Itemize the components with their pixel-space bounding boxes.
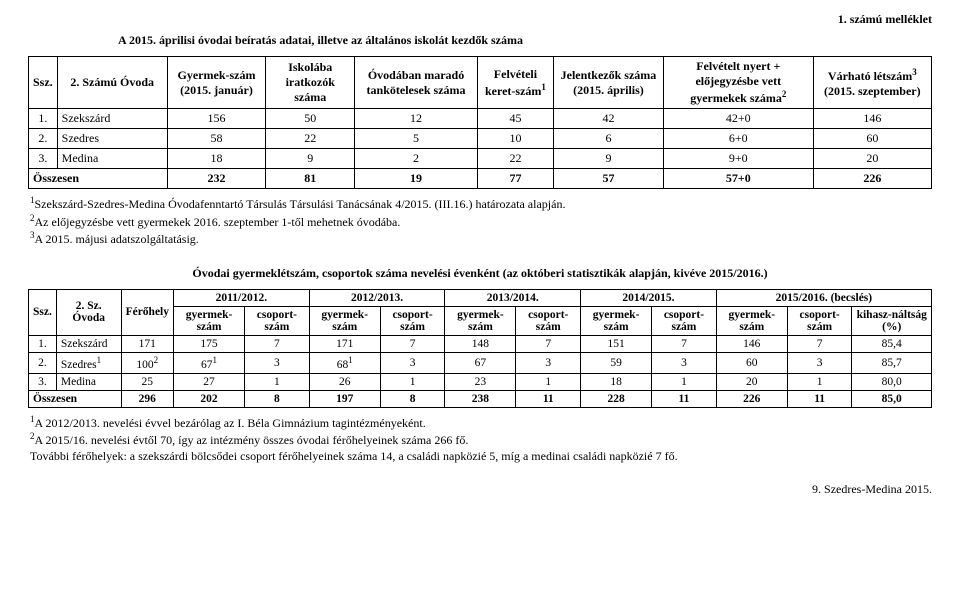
page-footer: 9. Szedres-Medina 2015. (28, 482, 932, 497)
th-gyermek: Gyermek-szám (2015. január) (167, 57, 266, 109)
table-row: 2.Szedres110026713681367359360385,7 (29, 352, 932, 373)
footnotes-1: 1Szekszárd-Szedres-Medina Óvodafenntartó… (30, 195, 932, 248)
th2-ovoda: 2. Sz. Óvoda (56, 289, 121, 335)
th2-ferohely: Férőhely (121, 289, 173, 335)
th2-gy: gyermek-szám (174, 306, 245, 335)
th2-y5: 2015/2016. (becslés) (716, 289, 931, 306)
th-iskolaba: Iskolába iratkozók száma (266, 57, 355, 109)
th2-ssz: Ssz. (29, 289, 57, 335)
th2-y2: 2012/2013. (309, 289, 445, 306)
th2-cs: csoport-szám (245, 306, 310, 335)
th2-cs: csoport-szám (652, 306, 717, 335)
th-ovoda: 2. Számú Óvoda (57, 57, 167, 109)
th2-cs: csoport-szám (380, 306, 445, 335)
table-yearly: Ssz. 2. Sz. Óvoda Férőhely 2011/2012. 20… (28, 289, 932, 408)
section-title-2: Óvodai gyermeklétszám, csoportok száma n… (28, 266, 932, 281)
th2-gy: gyermek-szám (581, 306, 652, 335)
th2-y4: 2014/2015. (581, 289, 717, 306)
table-enrollment: Ssz. 2. Számú Óvoda Gyermek-szám (2015. … (28, 56, 932, 189)
page-title: A 2015. áprilisi óvodai beíratás adatai,… (118, 33, 932, 48)
th2-y3: 2013/2014. (445, 289, 581, 306)
attachment-label: 1. számú melléklet (28, 12, 932, 27)
th-varhato: Várható létszám3 (2015. szeptember) (813, 57, 931, 109)
table-row-total: Összesen2962028197823811228112261185,0 (29, 390, 932, 407)
table-row-total: Összesen2328119775757+0226 (29, 169, 932, 189)
th-felveteli: Felvételi keret-szám1 (477, 57, 553, 109)
th-jelentkezok: Jelentkezők száma (2015. április) (553, 57, 663, 109)
th2-gy: gyermek-szám (445, 306, 516, 335)
th2-gy: gyermek-szám (716, 306, 787, 335)
th-nyert: Felvételt nyert + előjegyzésbe vett gyer… (663, 57, 813, 109)
table-row: 1.Szekszárd1565012454242+0146 (29, 109, 932, 129)
th2-cs: csoport-szám (516, 306, 581, 335)
table-row: 1.Szekszárd1711757171714871517146785,4 (29, 335, 932, 352)
th2-gy: gyermek-szám (309, 306, 380, 335)
table-row: 2.Szedres582251066+060 (29, 129, 932, 149)
th-ssz: Ssz. (29, 57, 58, 109)
th2-y1: 2011/2012. (174, 289, 310, 306)
footnotes-2: 1A 2012/2013. nevelési évvel bezárólag a… (30, 414, 932, 465)
th-ovodaban: Óvodában maradó tankötelesek száma (355, 57, 478, 109)
th2-kih: kihasz-náltság (%) (852, 306, 932, 335)
table-row: 3.Medina2527126123118120180,0 (29, 373, 932, 390)
table-row: 3.Medina18922299+020 (29, 149, 932, 169)
th2-cs: csoport-szám (787, 306, 852, 335)
